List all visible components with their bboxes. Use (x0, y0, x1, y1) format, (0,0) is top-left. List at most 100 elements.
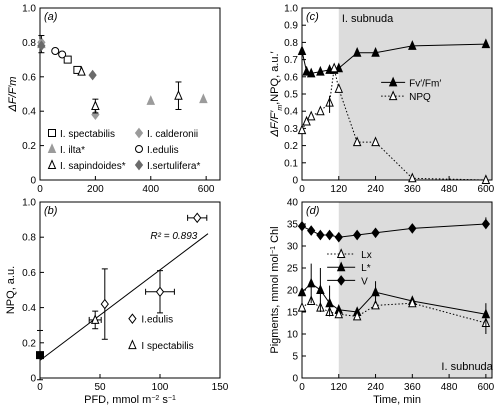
data-point (174, 89, 183, 100)
y-tick-label: 0.2 (284, 141, 298, 152)
data-point (297, 45, 307, 55)
regression-line (39, 233, 209, 361)
data-point (90, 314, 100, 324)
x-tick-label: 100 (152, 382, 169, 393)
y-tick-label: 20 (287, 286, 299, 297)
panel-d: 0 120 240 360 480 600 0 5 10 15 20 25 30 35 40 (d) Pigme… (269, 198, 495, 405)
y-tick-label: 35 (287, 220, 299, 231)
y-tick-label: 15 (287, 308, 299, 319)
y-tick-label: 0.8 (22, 233, 36, 244)
y-tick-label: 0.2 (22, 338, 36, 349)
panel-label: (a) (44, 11, 58, 23)
legend-marker (128, 313, 137, 324)
y-tick-label: 0 (292, 374, 298, 385)
data-point (146, 95, 156, 105)
y-tick-label: 1.0 (22, 198, 36, 209)
data-point (334, 83, 344, 93)
x-tick-label: 480 (441, 184, 458, 195)
y-axis-label: ΔF/F′m,NPQ, a.u.′ (269, 51, 284, 137)
data-point (302, 115, 311, 126)
y-tick-label: 40 (287, 198, 299, 209)
legend-marker (47, 159, 57, 169)
y-tick-label: 0.4 (22, 303, 36, 314)
data-point (91, 100, 100, 111)
y-axis-label-part: m (277, 105, 284, 111)
legend-marker (337, 275, 346, 286)
legend-marker (388, 76, 398, 87)
y-tick-label: 25 (287, 264, 299, 275)
y-axis-label-part: −1 (270, 246, 277, 254)
data-point (297, 124, 307, 135)
y-tick-label: 0 (30, 176, 36, 187)
x-axis-label-part: PFD, mmol m (84, 394, 151, 405)
y-tick-label: 0.4 (284, 107, 298, 118)
y-tick-label: 0 (292, 176, 298, 187)
y-tick-label: 0.4 (22, 107, 36, 118)
data-point (334, 308, 344, 319)
x-tick-label: 600 (478, 184, 495, 195)
y-tick-label: 0.3 (284, 124, 298, 135)
data-point (88, 69, 97, 81)
y-axis-label-part: Pigments, mmol mol (269, 254, 281, 354)
data-point (36, 351, 44, 360)
data-point (63, 55, 72, 64)
data-point (306, 110, 316, 121)
y-axis-label-part: ,NPQ, a.u.′ (269, 51, 281, 104)
data-point (408, 40, 417, 50)
x-axis-label-part: s (159, 394, 168, 405)
data-point (408, 172, 417, 183)
panel-a: 0 200 400 600 0 0.2 0.4 0.6 0.8 1.0 (a) ΔF/F′m I. sp… (7, 4, 221, 195)
panel-label: (d) (306, 205, 320, 217)
plot-frame (39, 7, 221, 181)
legend-label: L* (361, 263, 371, 274)
legend-marker (336, 248, 346, 258)
data-point (371, 299, 380, 310)
data-point (155, 286, 165, 298)
data-point (51, 47, 60, 55)
data-point (352, 46, 362, 57)
y-tick-label: 0.9 (284, 21, 298, 32)
data-point (316, 65, 325, 76)
chart-title: I. subnuda (342, 13, 394, 25)
y-axis-label-part: Chl (269, 226, 281, 246)
data-point (371, 227, 380, 239)
x-tick-label: 600 (478, 382, 495, 393)
x-axis-label-part: −1 (168, 395, 176, 402)
legend-label: I. ilta* (60, 145, 85, 156)
y-axis-label: NPQ, a.u. (5, 266, 17, 314)
data-point (77, 65, 86, 76)
y-tick-label: 30 (287, 242, 299, 253)
data-point (37, 40, 46, 52)
data-point (100, 298, 109, 310)
data-point (408, 223, 417, 234)
y-tick-label: 0 (30, 374, 36, 385)
y-tick-label: 0.8 (22, 38, 36, 49)
panel-label: (b) (44, 205, 58, 217)
data-point (371, 136, 380, 147)
x-tick-label: 600 (198, 184, 215, 195)
data-point (352, 136, 362, 147)
x-tick-label: 0 (37, 382, 43, 393)
y-tick-label: 0.6 (22, 72, 36, 83)
x-tick-label: 120 (330, 184, 347, 195)
y-axis-label-part: ΔF/F′ (269, 110, 281, 138)
y-axis-label: ΔF/F′m (7, 76, 19, 112)
legend-marker (388, 90, 398, 101)
data-point (371, 46, 380, 57)
y-tick-label: 0.6 (22, 268, 36, 279)
x-tick-label: 240 (367, 184, 384, 195)
legend-label: I. sapindoides* (60, 161, 126, 172)
r-squared-annotation: R² = 0.893 (150, 231, 197, 242)
plot-frame (39, 201, 221, 379)
shaded-region (338, 202, 492, 378)
legend-marker (128, 339, 137, 350)
data-point (408, 297, 417, 308)
data-point (481, 174, 491, 184)
legend-label: NPQ (409, 92, 431, 103)
shaded-region (338, 8, 492, 180)
legend-marker (336, 261, 346, 272)
data-point (316, 229, 325, 241)
x-axis-label: PFD, mmol m−2 s−1 (84, 394, 176, 405)
panel-b: 0 50 100 150 0 0.2 0.4 0.6 0.8 1.0 (b) NPQ, a.u. PFD… (5, 198, 229, 405)
